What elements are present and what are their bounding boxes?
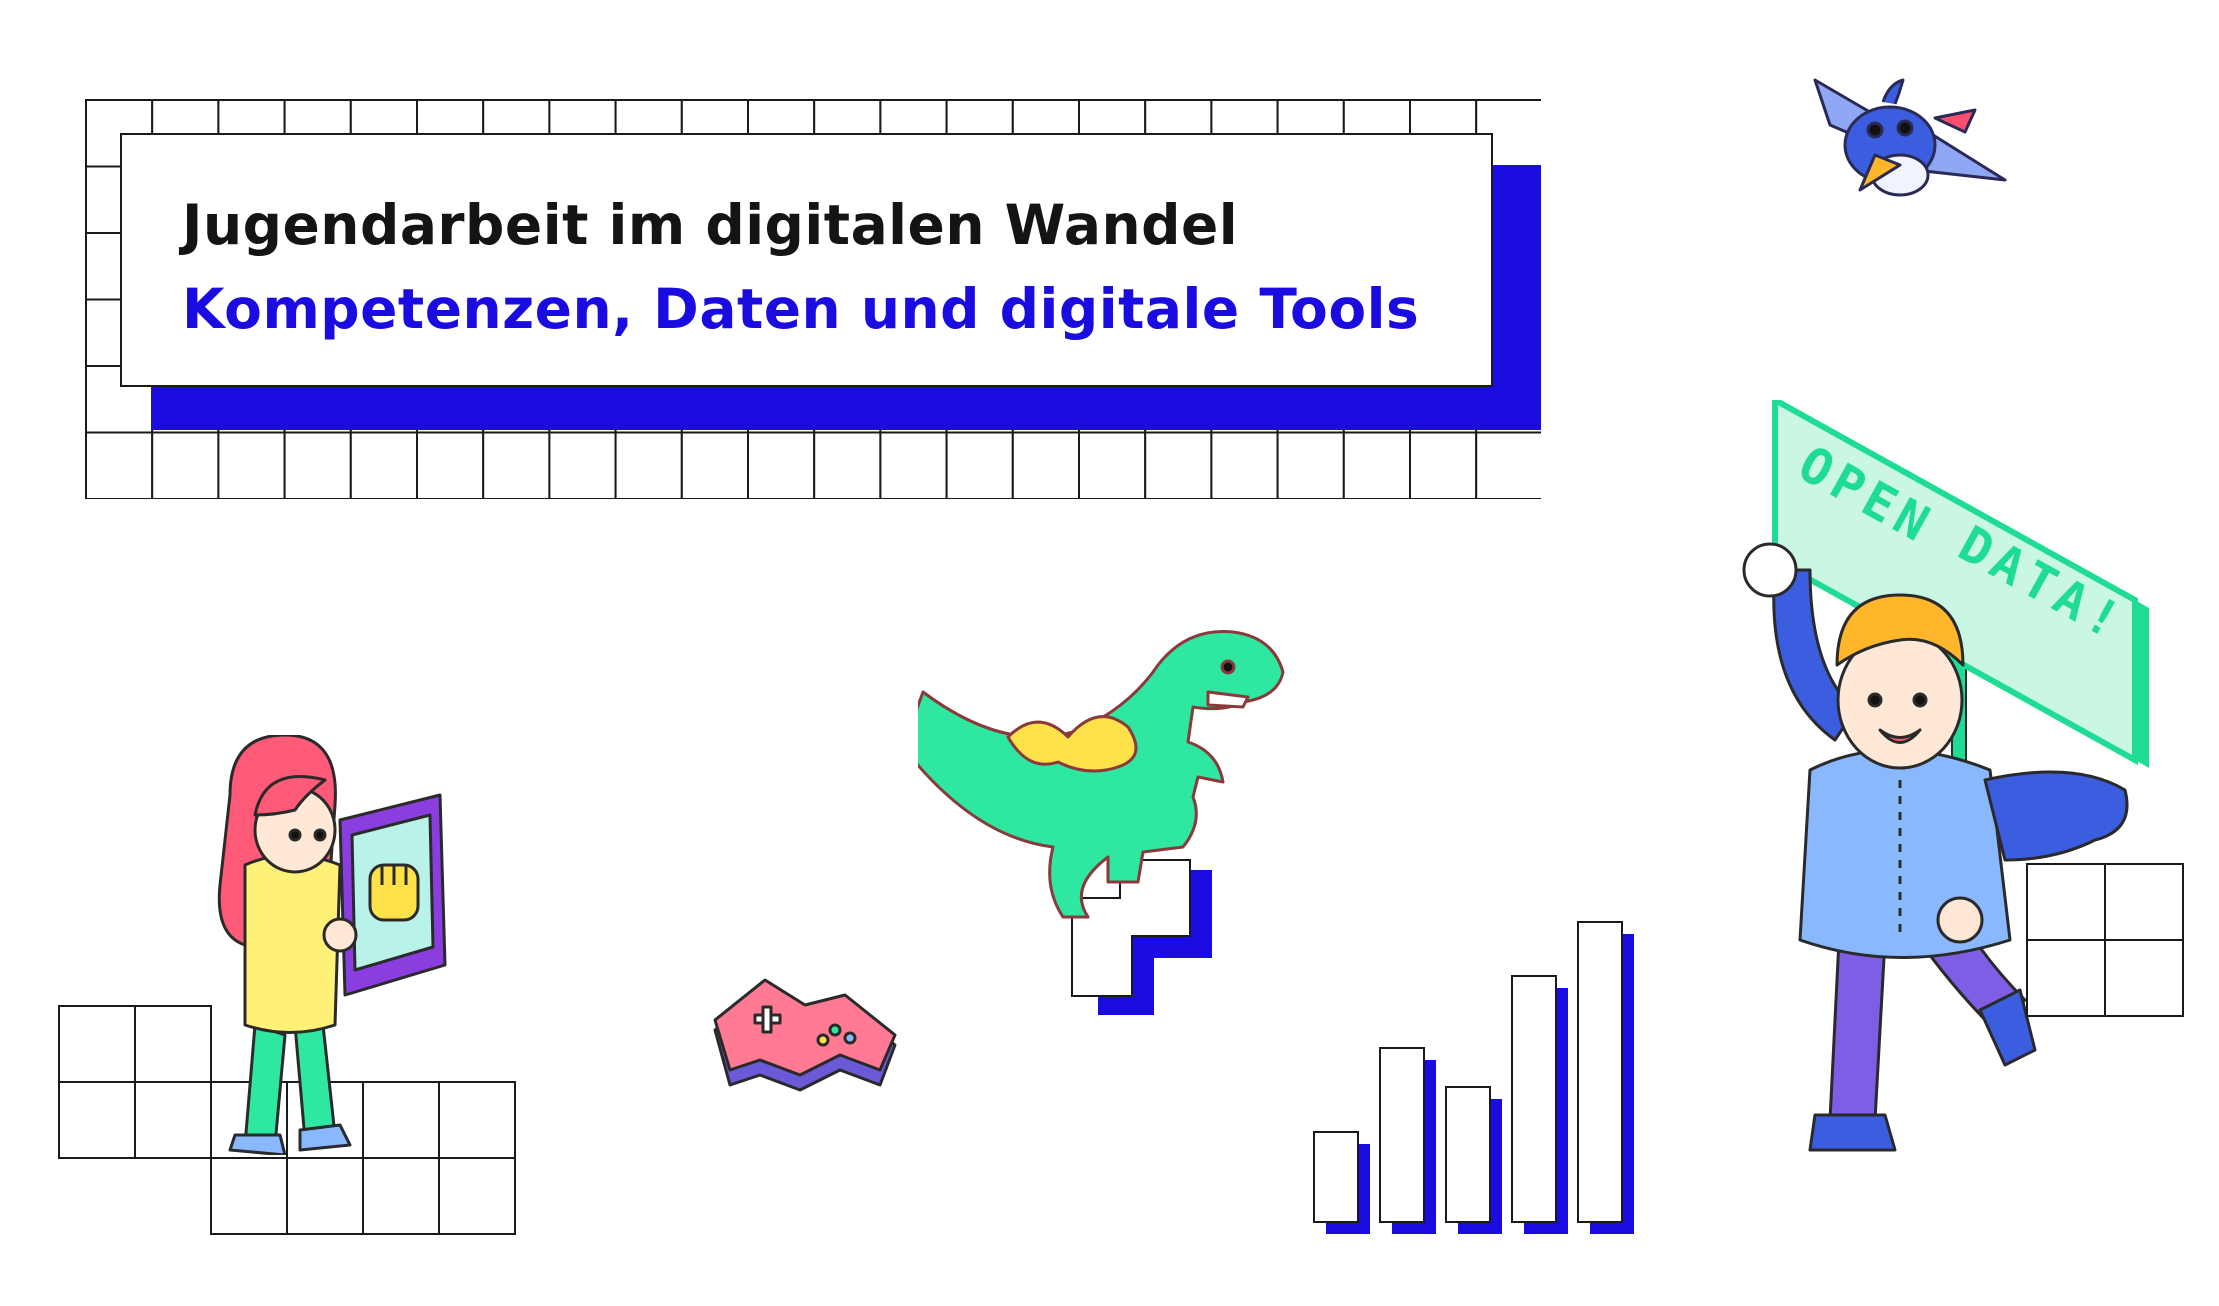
grid-cell [945,431,1014,499]
grid-cell [680,431,749,499]
grid-cell [1078,431,1147,499]
grid-cell [217,431,286,499]
grid-cell [1144,431,1213,499]
bar [1379,1047,1425,1223]
grid-cell [1409,431,1478,499]
page-subtitle: Kompetenzen, Daten und digitale Tools [182,277,1420,341]
bird-illustration [1813,78,2007,197]
page-title: Jugendarbeit im digitalen Wandel [182,193,1239,257]
dinosaur-illustration [918,630,1285,919]
grid-cell [879,431,948,499]
grid-cell [1342,431,1412,499]
grid-cell [283,431,352,499]
grid-cell [1475,431,1541,499]
bar [1445,1086,1491,1223]
tablet-device [338,793,447,997]
fist-icon [368,863,420,922]
bar [1313,1131,1359,1223]
grid-cell [416,431,485,499]
step-blocks [1071,859,1212,1015]
gamepad-icon [713,978,897,1092]
grid-cell [151,431,220,499]
grid-decoration-left [58,1005,516,1235]
grid-cell [85,431,154,499]
grid-cell [813,431,882,499]
open-data-sign: OPEN DATA! [1772,400,2149,768]
boy-with-sign-illustration: OPEN DATA! [1742,400,2149,1152]
grid-cell [1210,431,1279,499]
grid-cell [482,431,551,499]
grid-cell [1011,431,1080,499]
grid-cell [1276,431,1345,499]
grid-cell [349,431,418,499]
girl-with-tablet-illustration [217,735,447,1155]
grid-cell [614,431,683,499]
grid-cell [548,431,617,499]
grid-cell [747,431,816,499]
bar-chart-illustration [1313,921,1634,1234]
bar [1511,975,1557,1223]
title-card: Jugendarbeit im digitalen Wandel Kompete… [120,133,1493,387]
grid-decoration-right [2026,863,2184,1017]
bar [1577,921,1623,1223]
